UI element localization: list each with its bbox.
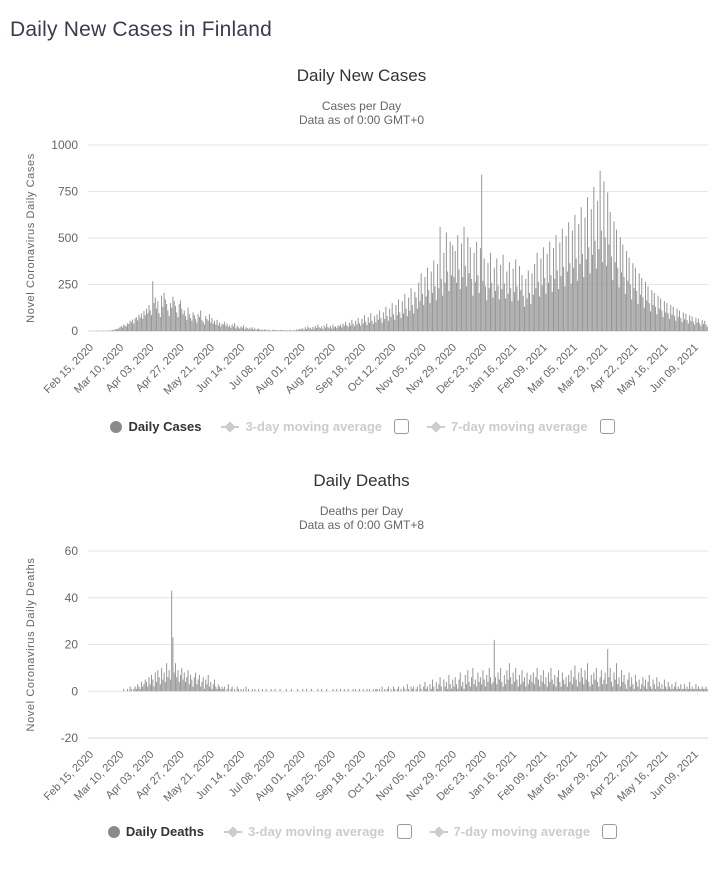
legend-label: Daily Deaths bbox=[125, 824, 204, 839]
daily-cases-legend: Daily Cases 3-day moving average 7-day m… bbox=[0, 419, 723, 434]
page-title: Daily New Cases in Finland bbox=[10, 18, 272, 42]
svg-text:Novel Coronavirus Daily Cases: Novel Coronavirus Daily Cases bbox=[25, 153, 37, 323]
legend-label: 7-day moving average bbox=[453, 824, 591, 839]
legend-checkbox-7day-avg[interactable] bbox=[599, 419, 615, 434]
daily-deaths-subtitle-line2: Data as of 0:00 GMT+8 bbox=[298, 518, 425, 532]
line-diamond-marker-icon bbox=[223, 825, 242, 838]
legend-checkbox-7day-avg[interactable] bbox=[602, 824, 618, 839]
daily-cases-subtitle-line1: Cases per Day bbox=[321, 99, 402, 113]
daily-deaths-chart-title: Daily Deaths bbox=[313, 471, 410, 490]
circle-marker-icon bbox=[110, 420, 123, 433]
line-diamond-marker-icon bbox=[429, 825, 448, 838]
svg-text:250: 250 bbox=[58, 278, 78, 292]
line-diamond-marker-icon bbox=[427, 420, 445, 433]
legend-checkbox-3day-avg[interactable] bbox=[394, 419, 409, 434]
svg-text:Novel Coronavirus Daily Deaths: Novel Coronavirus Daily Deaths bbox=[25, 558, 37, 732]
svg-text:0: 0 bbox=[71, 684, 78, 698]
svg-text:20: 20 bbox=[65, 638, 79, 652]
daily-cases-plot-area[interactable]: 0 250 500 750 1000 Novel Coronavirus Daily Ca… bbox=[0, 135, 723, 410]
legend-item-daily-deaths[interactable]: Daily Deaths bbox=[107, 824, 204, 839]
svg-text:0: 0 bbox=[71, 324, 78, 338]
legend-item-3day-avg[interactable]: 3-day moving average bbox=[221, 419, 382, 434]
legend-item-7day-avg[interactable]: 7-day moving average bbox=[429, 824, 591, 839]
daily-deaths-plot-area[interactable]: -20 0 20 40 60 Novel Coronavirus Daily Deaths… bbox=[0, 545, 723, 817]
legend-label: 3-day moving average bbox=[247, 824, 385, 839]
svg-text:-20: -20 bbox=[61, 731, 79, 745]
circle-marker-icon bbox=[107, 825, 120, 838]
daily-cases-chart-title: Daily New Cases bbox=[296, 66, 427, 85]
legend-item-3day-avg[interactable]: 3-day moving average bbox=[223, 824, 385, 839]
legend-label: 3-day moving average bbox=[245, 419, 382, 434]
daily-deaths-subtitle-line1: Deaths per Day bbox=[319, 504, 404, 518]
legend-checkbox-3day-avg[interactable] bbox=[396, 824, 412, 839]
daily-deaths-legend: Daily Deaths 3-day moving average 7-day … bbox=[0, 824, 723, 839]
line-diamond-marker-icon bbox=[221, 420, 240, 433]
legend-label: Daily Cases bbox=[128, 419, 202, 434]
legend-label: 7-day moving average bbox=[451, 419, 588, 434]
svg-text:40: 40 bbox=[65, 591, 79, 605]
legend-item-daily-cases[interactable]: Daily Cases bbox=[110, 419, 201, 434]
svg-text:500: 500 bbox=[58, 231, 78, 245]
svg-text:750: 750 bbox=[58, 185, 78, 199]
svg-text:1000: 1000 bbox=[51, 138, 78, 152]
daily-cases-subtitle-line2: Data as of 0:00 GMT+0 bbox=[298, 113, 425, 127]
legend-item-7day-avg[interactable]: 7-day moving average bbox=[427, 419, 588, 434]
svg-text:60: 60 bbox=[65, 545, 79, 558]
